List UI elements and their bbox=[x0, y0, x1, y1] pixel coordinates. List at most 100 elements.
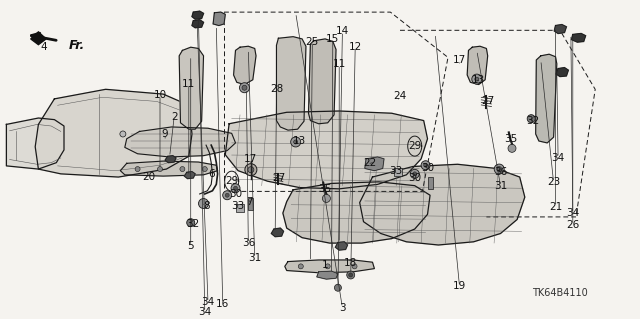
Bar bbox=[428, 177, 433, 189]
Text: 28: 28 bbox=[270, 84, 283, 94]
Text: 10: 10 bbox=[154, 90, 166, 100]
Polygon shape bbox=[467, 46, 488, 85]
Circle shape bbox=[497, 167, 502, 172]
Text: 12: 12 bbox=[349, 42, 362, 52]
Polygon shape bbox=[234, 46, 256, 85]
Text: 3: 3 bbox=[339, 303, 346, 313]
Text: 13: 13 bbox=[472, 75, 485, 85]
Circle shape bbox=[294, 140, 298, 144]
Polygon shape bbox=[31, 32, 46, 45]
Circle shape bbox=[421, 161, 430, 170]
Text: 32: 32 bbox=[187, 219, 200, 229]
Text: 30: 30 bbox=[408, 173, 421, 183]
Text: TK64B4110: TK64B4110 bbox=[532, 288, 588, 299]
Polygon shape bbox=[192, 11, 204, 19]
Text: 1: 1 bbox=[322, 260, 328, 270]
Bar bbox=[236, 204, 243, 211]
Text: 23: 23 bbox=[547, 177, 560, 188]
Polygon shape bbox=[283, 182, 430, 243]
Text: 32: 32 bbox=[526, 115, 539, 126]
Polygon shape bbox=[6, 118, 64, 169]
Polygon shape bbox=[184, 172, 195, 179]
Circle shape bbox=[223, 191, 232, 200]
Circle shape bbox=[323, 194, 330, 203]
Circle shape bbox=[231, 184, 240, 193]
Polygon shape bbox=[536, 54, 557, 143]
Circle shape bbox=[135, 167, 140, 172]
Circle shape bbox=[413, 172, 417, 176]
Polygon shape bbox=[179, 47, 204, 129]
Text: 4: 4 bbox=[40, 42, 47, 52]
Polygon shape bbox=[192, 20, 204, 28]
Bar bbox=[248, 198, 253, 210]
Polygon shape bbox=[276, 37, 306, 130]
Polygon shape bbox=[35, 89, 192, 177]
Circle shape bbox=[527, 115, 535, 123]
Polygon shape bbox=[285, 260, 374, 273]
Text: 20: 20 bbox=[142, 172, 155, 182]
Circle shape bbox=[472, 74, 482, 84]
Text: 30: 30 bbox=[229, 189, 242, 199]
Circle shape bbox=[325, 264, 330, 269]
Text: 29: 29 bbox=[225, 176, 238, 186]
Text: 27: 27 bbox=[272, 173, 285, 183]
Text: 34: 34 bbox=[552, 153, 564, 163]
Text: 36: 36 bbox=[242, 238, 255, 248]
Text: 29: 29 bbox=[408, 141, 421, 151]
Polygon shape bbox=[120, 161, 218, 176]
Text: 15: 15 bbox=[326, 34, 339, 44]
Polygon shape bbox=[308, 39, 336, 124]
Text: 9: 9 bbox=[162, 129, 168, 139]
Text: 21: 21 bbox=[549, 202, 562, 212]
Text: 13: 13 bbox=[293, 136, 306, 146]
Circle shape bbox=[202, 167, 207, 172]
Text: 34: 34 bbox=[198, 307, 211, 317]
Circle shape bbox=[347, 271, 355, 279]
Circle shape bbox=[349, 273, 353, 277]
Polygon shape bbox=[365, 157, 384, 171]
Text: 24: 24 bbox=[394, 91, 406, 101]
Text: 6: 6 bbox=[208, 169, 214, 179]
Circle shape bbox=[475, 77, 479, 81]
Text: 26: 26 bbox=[566, 220, 579, 230]
Text: 19: 19 bbox=[453, 281, 466, 292]
Circle shape bbox=[157, 167, 163, 172]
Polygon shape bbox=[317, 271, 338, 279]
Polygon shape bbox=[556, 68, 568, 77]
Circle shape bbox=[180, 167, 185, 172]
Circle shape bbox=[352, 264, 357, 269]
Circle shape bbox=[248, 167, 254, 173]
Polygon shape bbox=[572, 33, 586, 42]
Circle shape bbox=[298, 264, 303, 269]
Text: 35: 35 bbox=[504, 134, 517, 144]
Circle shape bbox=[410, 169, 419, 178]
Text: 22: 22 bbox=[364, 158, 376, 168]
Text: 17: 17 bbox=[453, 55, 466, 65]
Text: 5: 5 bbox=[188, 241, 194, 251]
Text: 11: 11 bbox=[333, 59, 346, 70]
Text: 31: 31 bbox=[248, 253, 261, 263]
Polygon shape bbox=[554, 25, 566, 33]
Circle shape bbox=[198, 198, 209, 209]
Text: 27: 27 bbox=[481, 96, 494, 107]
Polygon shape bbox=[125, 127, 236, 157]
Text: 11: 11 bbox=[182, 78, 195, 89]
Text: 30: 30 bbox=[421, 163, 434, 174]
Circle shape bbox=[335, 284, 341, 291]
Text: Fr.: Fr. bbox=[69, 39, 85, 52]
Text: 33: 33 bbox=[232, 201, 244, 211]
Text: 25: 25 bbox=[306, 37, 319, 47]
Polygon shape bbox=[271, 228, 284, 237]
Text: 18: 18 bbox=[344, 258, 357, 268]
Text: 33: 33 bbox=[389, 166, 402, 176]
Circle shape bbox=[120, 131, 126, 137]
Circle shape bbox=[187, 219, 195, 227]
Polygon shape bbox=[165, 156, 176, 163]
Text: 2: 2 bbox=[171, 112, 177, 122]
Text: 34: 34 bbox=[202, 297, 214, 308]
Text: 8: 8 bbox=[203, 201, 209, 211]
Text: 16: 16 bbox=[216, 299, 229, 309]
Polygon shape bbox=[360, 164, 525, 245]
Circle shape bbox=[291, 137, 301, 147]
Text: 14: 14 bbox=[336, 26, 349, 36]
